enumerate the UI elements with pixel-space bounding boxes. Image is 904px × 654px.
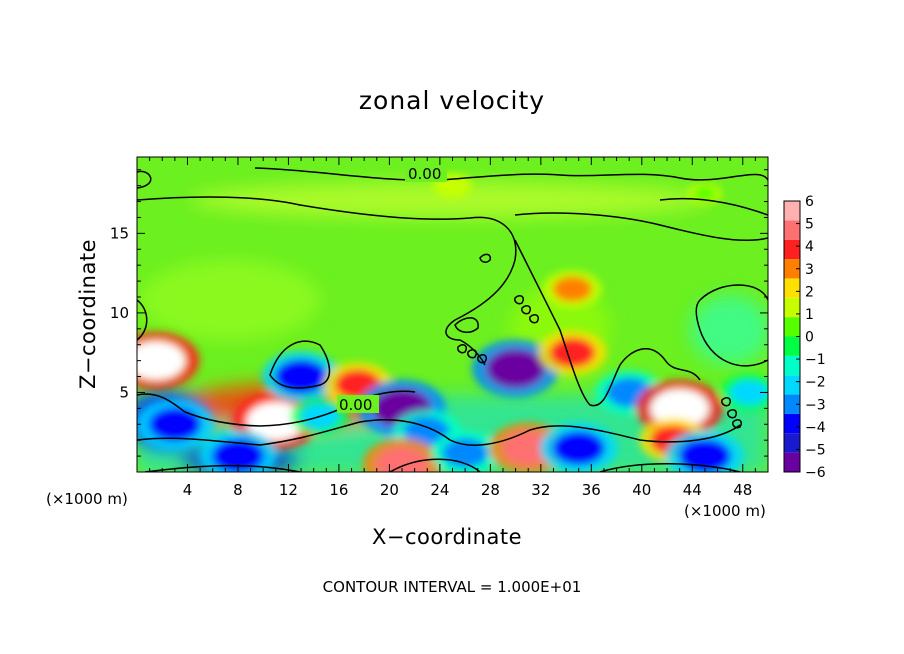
contour-line — [254, 167, 768, 181]
velocity-feature — [678, 439, 731, 472]
contour-line — [137, 170, 152, 189]
colorbar-label: 3 — [805, 262, 814, 278]
velocity-feature — [650, 389, 709, 428]
velocity-feature — [137, 341, 186, 380]
contour-line — [137, 418, 741, 446]
x-tick-label: 48 — [733, 481, 752, 499]
colorbar-segment — [784, 297, 800, 318]
x-tick-label: 12 — [279, 481, 298, 499]
contour-line — [514, 212, 768, 242]
contour-line — [521, 305, 532, 315]
colorbar-label: 5 — [805, 217, 814, 233]
colorbar: 6 5 4 3 2 1 0 −1 −2 −3 −4 −5 −6 — [783, 194, 826, 481]
colorbar-segment — [784, 278, 800, 298]
colorbar-segment — [784, 259, 800, 279]
colorbar-segment — [784, 394, 800, 414]
contour-line — [721, 397, 732, 407]
x-tick-label: 8 — [233, 481, 243, 499]
colorbar-segment — [784, 413, 800, 434]
velocity-feature — [211, 439, 264, 472]
contour-line — [137, 196, 517, 366]
velocity-feature — [148, 407, 201, 442]
colorbar-segment — [784, 317, 800, 337]
colorbar-segment — [784, 220, 800, 240]
contour-line — [732, 419, 743, 429]
x-axis: 4 8 12 16 20 24 28 32 36 40 44 48 — [149, 157, 756, 499]
velocity-feature — [549, 337, 596, 368]
colorbar-label: −4 — [805, 420, 826, 436]
contour-line — [514, 295, 525, 305]
velocity-feature — [502, 431, 555, 466]
contour-interval-note: CONTOUR INTERVAL = 1.000E+01 — [322, 578, 582, 596]
colorbar-label: 2 — [805, 284, 814, 300]
contour-line — [479, 253, 492, 263]
contour-line — [477, 354, 488, 364]
x-tick-label: 4 — [183, 481, 193, 499]
velocity-feature — [486, 349, 545, 388]
contour-line — [467, 349, 478, 359]
x-tick-label: 40 — [632, 481, 651, 499]
contour-line — [514, 239, 701, 407]
colorbar-label: −3 — [805, 397, 826, 413]
mid-light-band — [140, 260, 320, 340]
colorbar-segment — [784, 375, 800, 395]
y-tick-label: 5 — [119, 383, 129, 401]
velocity-feature — [376, 447, 429, 472]
contour-line — [529, 314, 540, 324]
contour-line — [269, 340, 331, 389]
velocity-feature — [693, 186, 717, 201]
right-cyan-region — [690, 295, 768, 365]
contour-labels: 0.00 0.00 — [337, 164, 447, 414]
velocity-feature — [552, 276, 592, 302]
colorbar-segment — [784, 433, 800, 453]
x-tick-label: 16 — [329, 481, 348, 499]
velocity-feature — [729, 379, 768, 406]
colorbar-segment — [784, 355, 800, 376]
colorbar-label: −2 — [805, 375, 826, 391]
colorbar-label: 4 — [805, 239, 814, 255]
x-unit-label-left: (×1000 m) — [46, 490, 128, 508]
x-tick-label: 36 — [582, 481, 601, 499]
y-tick-label: 15 — [110, 224, 129, 242]
velocity-feature — [552, 431, 605, 466]
colorbar-segment — [784, 452, 800, 472]
contour-line — [144, 458, 741, 472]
colorbar-segment — [784, 201, 800, 221]
chart-title: zonal velocity — [358, 86, 546, 115]
x-tick-label: 44 — [683, 481, 702, 499]
contour-lines — [137, 167, 768, 472]
y-axis-label: Z−coordinate — [76, 239, 100, 389]
x-tick-label: 28 — [481, 481, 500, 499]
colorbar-label: −6 — [805, 465, 826, 481]
contour-label: 0.00 — [339, 396, 372, 414]
contour-line — [695, 284, 768, 367]
colorbar-label: 6 — [805, 194, 814, 210]
x-axis-label: X−coordinate — [372, 525, 522, 549]
colorbar-label: 0 — [805, 330, 814, 346]
x-tick-label: 32 — [531, 481, 550, 499]
contour-line — [137, 299, 148, 341]
colorbar-segment — [784, 336, 800, 356]
contour-line — [727, 409, 738, 419]
colorbar-label: −1 — [805, 352, 826, 368]
upper-jet-band — [190, 182, 710, 218]
velocity-feature — [275, 359, 328, 394]
velocity-feature — [246, 401, 306, 441]
contour-line — [454, 317, 479, 333]
y-axis: 5 10 15 — [110, 169, 768, 457]
colorbar-label: 1 — [805, 307, 814, 323]
contour-line — [659, 197, 768, 216]
colorbar-segment — [784, 239, 800, 260]
x-tick-label: 20 — [380, 481, 399, 499]
contour-line — [457, 344, 468, 354]
x-unit-label-right: (×1000 m) — [684, 502, 766, 520]
contour-label: 0.00 — [408, 165, 441, 183]
y-tick-label: 10 — [110, 304, 129, 322]
x-tick-label: 24 — [430, 481, 449, 499]
colorbar-label: −5 — [805, 442, 826, 458]
